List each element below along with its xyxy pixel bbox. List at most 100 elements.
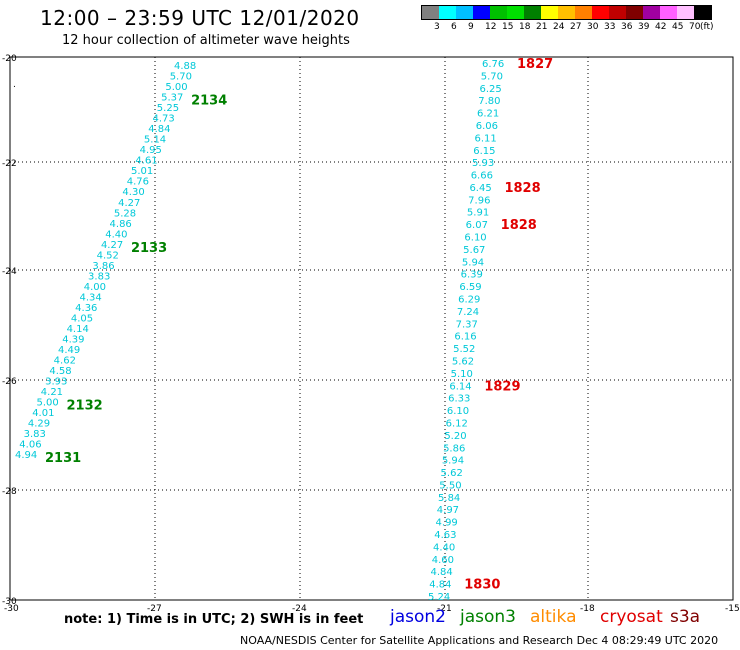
swh-value: 4.27 bbox=[118, 198, 140, 209]
scale-swatch bbox=[643, 6, 660, 19]
legend-item-jason2: jason2 bbox=[390, 607, 446, 627]
swh-value: 3.83 bbox=[88, 271, 110, 282]
swh-value: 6.16 bbox=[454, 332, 476, 343]
swh-value: 4.36 bbox=[75, 303, 97, 314]
lat-tick-label: -28 bbox=[2, 487, 17, 497]
pass-time-label: 2134 bbox=[191, 94, 227, 109]
swh-value: 4.40 bbox=[433, 542, 455, 553]
scale-label: 18 bbox=[519, 22, 531, 32]
swh-value: 4.63 bbox=[434, 530, 456, 541]
map-frame bbox=[9, 56, 734, 601]
lon-tick-label: -30 bbox=[4, 604, 19, 614]
pass-time-label: 1829 bbox=[484, 379, 520, 394]
pass-time-label: 1828 bbox=[504, 181, 540, 196]
swh-value: 4.88 bbox=[174, 61, 196, 72]
scale-label: (ft) bbox=[700, 22, 714, 32]
swh-value: 5.25 bbox=[157, 103, 179, 114]
swh-value: 3.83 bbox=[24, 429, 46, 440]
lon-tick-label: -21 bbox=[437, 604, 452, 614]
scale-swatch bbox=[456, 6, 473, 19]
swh-value: 5.86 bbox=[443, 443, 465, 454]
swh-value: 6.14 bbox=[449, 381, 471, 392]
scale-swatch bbox=[609, 6, 626, 19]
swh-value: 7.37 bbox=[456, 319, 478, 330]
scale-swatch bbox=[439, 6, 456, 19]
legend-item-cryosat: cryosat bbox=[600, 607, 663, 627]
scale-swatch bbox=[473, 6, 490, 19]
swh-value: 6.12 bbox=[446, 418, 468, 429]
swh-value: 6.07 bbox=[466, 220, 488, 231]
swh-value: 5.01 bbox=[131, 166, 153, 177]
scale-swatch bbox=[694, 6, 711, 19]
swh-value: 6.29 bbox=[458, 295, 480, 306]
swh-value: 5.70 bbox=[170, 72, 192, 83]
swh-value: 5.50 bbox=[439, 480, 461, 491]
swh-value: 4.62 bbox=[54, 356, 76, 367]
swh-value: 6.39 bbox=[461, 270, 483, 281]
scale-swatch bbox=[507, 6, 524, 19]
swh-value: 6.10 bbox=[464, 233, 486, 244]
pass-time-label: 2131 bbox=[45, 451, 81, 466]
scale-label: 27 bbox=[570, 22, 582, 32]
swh-value: 6.59 bbox=[459, 282, 481, 293]
color-scale-swatches bbox=[421, 5, 712, 20]
swh-value: 5.94 bbox=[442, 456, 464, 467]
swh-value: 3.93 bbox=[45, 377, 67, 388]
lat-tick-label: -24 bbox=[2, 267, 17, 277]
scale-label: 6 bbox=[451, 22, 457, 32]
swh-value: 4.27 bbox=[101, 240, 123, 251]
swh-value: 4.06 bbox=[19, 440, 41, 451]
swh-value: 4.29 bbox=[28, 419, 50, 430]
legend-item-altika: altika bbox=[530, 607, 577, 627]
swh-value: 4.84 bbox=[148, 124, 170, 135]
swh-value: 6.11 bbox=[474, 133, 496, 144]
swh-value: 5.28 bbox=[114, 208, 136, 219]
scale-label: 15 bbox=[502, 22, 514, 32]
swh-value: 6.66 bbox=[471, 171, 493, 182]
scale-swatch bbox=[575, 6, 592, 19]
swh-value: 5.62 bbox=[452, 356, 474, 367]
swh-value: 5.94 bbox=[462, 257, 484, 268]
swh-value: 4.40 bbox=[105, 229, 127, 240]
swh-value: 6.33 bbox=[448, 394, 470, 405]
scale-swatch bbox=[558, 6, 575, 19]
swh-value: 4.76 bbox=[127, 177, 149, 188]
swh-value: 4.52 bbox=[97, 250, 119, 261]
scale-label: 70 bbox=[689, 22, 701, 32]
scale-label: 21 bbox=[536, 22, 548, 32]
page-title: 12:00 – 23:59 UTC 12/01/2020 bbox=[40, 6, 360, 30]
pass-time-label: 1828 bbox=[501, 218, 537, 233]
lon-tick-label: -24 bbox=[292, 604, 307, 614]
swh-value: 4.49 bbox=[58, 345, 80, 356]
scale-label: 36 bbox=[621, 22, 633, 32]
scale-swatch bbox=[626, 6, 643, 19]
swh-value: 5.37 bbox=[161, 93, 183, 104]
swh-value: 4.05 bbox=[71, 313, 93, 324]
swh-value: 4.30 bbox=[122, 187, 144, 198]
pass-time-label: 2132 bbox=[66, 399, 102, 414]
stray-mark: . bbox=[13, 80, 16, 90]
swh-value: 4.34 bbox=[79, 292, 101, 303]
color-scale: 3 6 9 12 15 18 21 24 27 30 33 36 39 42 45 70 (ft) bbox=[421, 5, 714, 34]
swh-value: 4.84 bbox=[429, 580, 451, 591]
swh-value: 4.61 bbox=[135, 156, 157, 167]
swh-value: 5.62 bbox=[441, 468, 463, 479]
swh-value: 6.25 bbox=[479, 84, 501, 95]
swh-value: 5.10 bbox=[451, 369, 473, 380]
color-scale-labels: 3 6 9 12 15 18 21 24 27 30 33 36 39 42 45 70 (ft) bbox=[421, 20, 714, 34]
pass-time-label: 1830 bbox=[464, 578, 500, 593]
legend-item-s3a: s3a bbox=[670, 607, 701, 627]
scale-label: 12 bbox=[485, 22, 497, 32]
scale-label: 9 bbox=[468, 22, 474, 32]
scale-label: 30 bbox=[587, 22, 599, 32]
lon-tick-label: -18 bbox=[580, 604, 595, 614]
lat-tick-label: -26 bbox=[2, 377, 17, 387]
swh-value: 5.93 bbox=[472, 158, 494, 169]
swh-value: 7.80 bbox=[478, 96, 500, 107]
swh-value: 4.73 bbox=[153, 114, 175, 125]
scale-swatch bbox=[677, 6, 694, 19]
swh-value: 4.84 bbox=[431, 567, 453, 578]
lat-tick-label: -22 bbox=[2, 159, 17, 169]
lat-tick-label: -30 bbox=[2, 597, 17, 607]
